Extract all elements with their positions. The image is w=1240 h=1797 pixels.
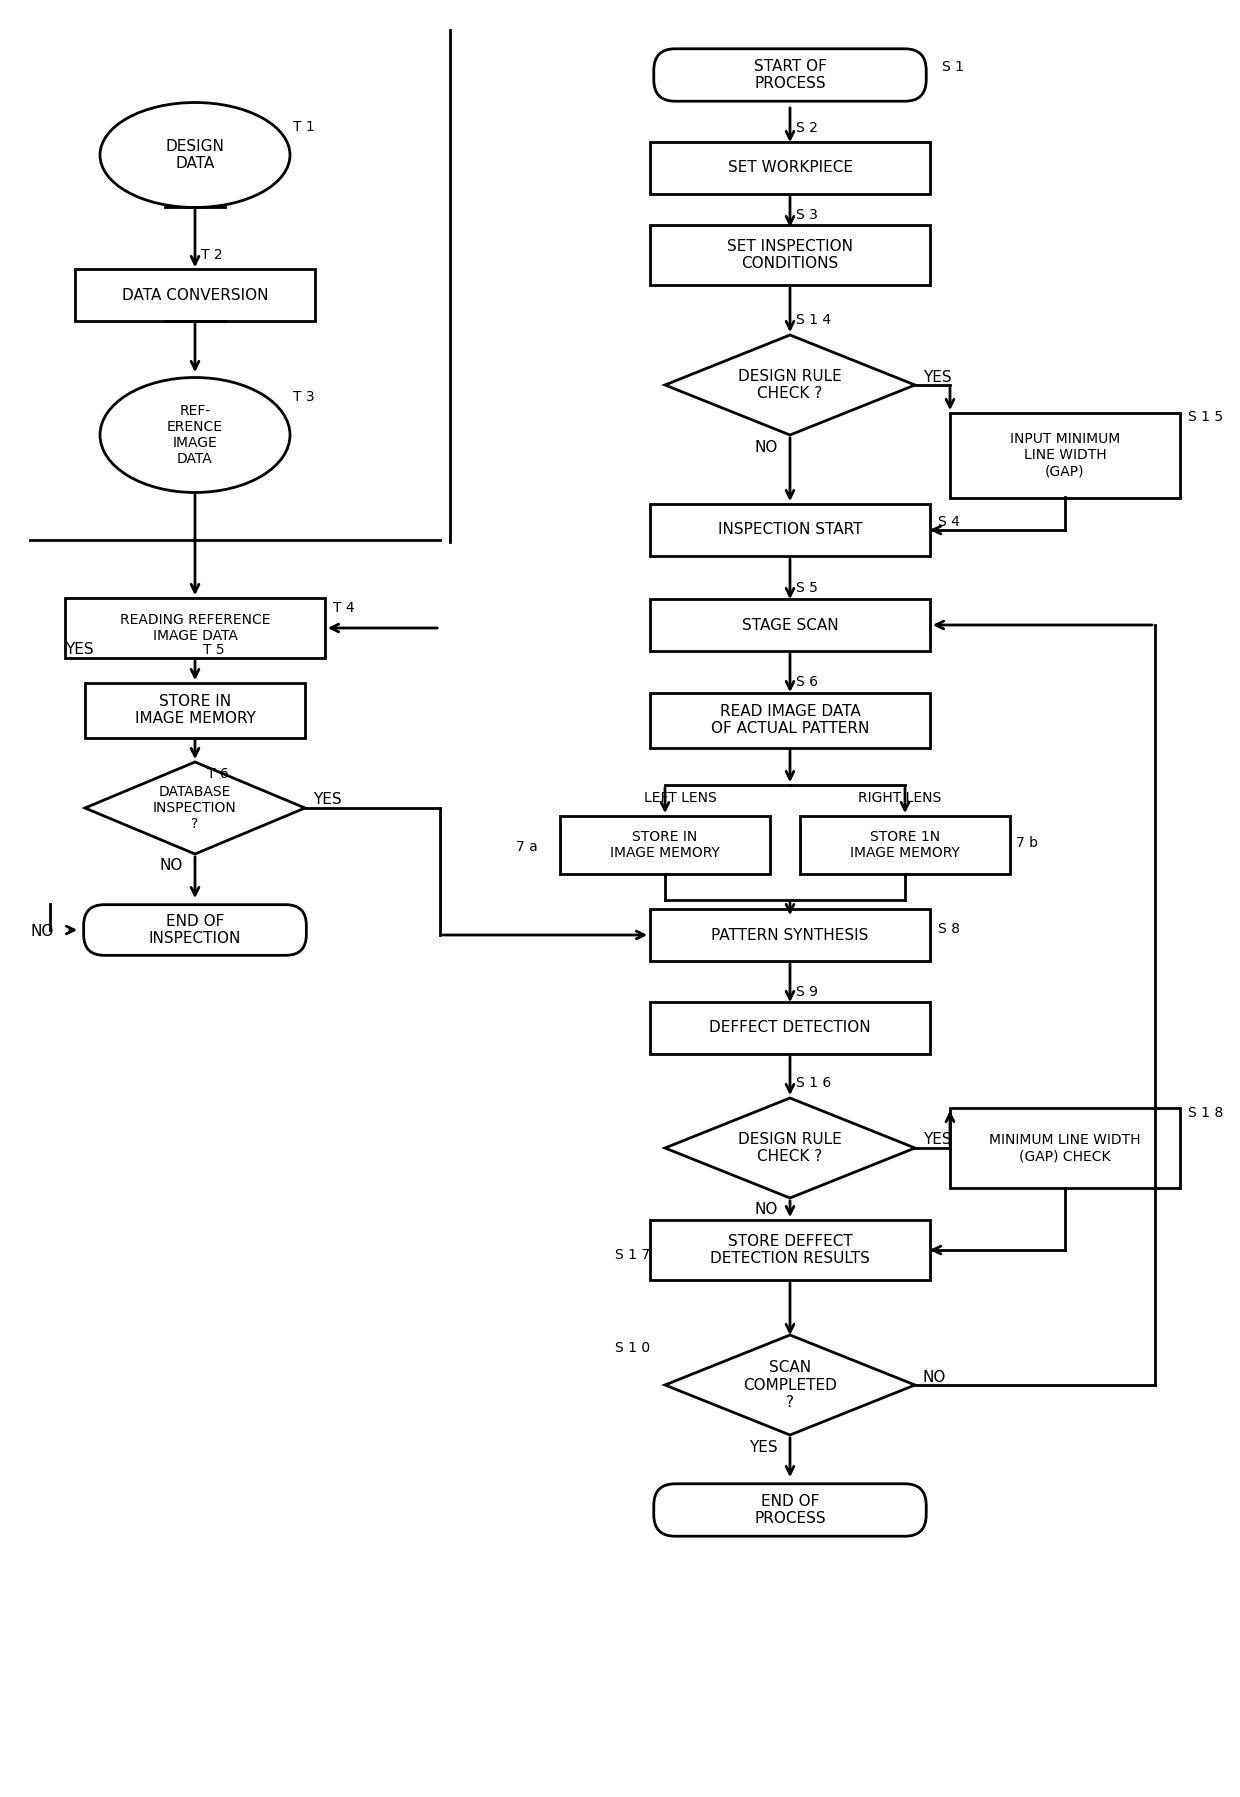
Text: S 1 0: S 1 0 bbox=[615, 1341, 650, 1355]
Text: S 4: S 4 bbox=[937, 516, 960, 528]
Text: DESIGN
DATA: DESIGN DATA bbox=[166, 138, 224, 171]
Text: REF-
ERENCE
IMAGE
DATA: REF- ERENCE IMAGE DATA bbox=[167, 404, 223, 465]
Bar bbox=[650, 598, 930, 651]
Text: YES: YES bbox=[749, 1439, 777, 1454]
Text: RIGHT LENS: RIGHT LENS bbox=[858, 791, 941, 805]
Text: YES: YES bbox=[923, 1132, 951, 1148]
Text: S 6: S 6 bbox=[796, 676, 818, 688]
Bar bbox=[64, 598, 325, 658]
Bar bbox=[74, 270, 315, 322]
Text: READ IMAGE DATA
OF ACTUAL PATTERN: READ IMAGE DATA OF ACTUAL PATTERN bbox=[711, 704, 869, 737]
Bar bbox=[650, 909, 930, 961]
Text: SET INSPECTION
CONDITIONS: SET INSPECTION CONDITIONS bbox=[727, 239, 853, 271]
Text: S 1 4: S 1 4 bbox=[796, 313, 831, 327]
Text: STORE DEFFECT
DETECTION RESULTS: STORE DEFFECT DETECTION RESULTS bbox=[711, 1235, 870, 1267]
Text: S 1 6: S 1 6 bbox=[796, 1076, 831, 1091]
Bar bbox=[650, 692, 930, 748]
Text: NO: NO bbox=[755, 1202, 777, 1218]
Text: YES: YES bbox=[923, 370, 951, 385]
Text: NO: NO bbox=[755, 440, 777, 455]
Bar bbox=[650, 1220, 930, 1279]
Text: DESIGN RULE
CHECK ?: DESIGN RULE CHECK ? bbox=[738, 1132, 842, 1164]
Text: STORE 1N
IMAGE MEMORY: STORE 1N IMAGE MEMORY bbox=[851, 830, 960, 861]
Text: S 9: S 9 bbox=[796, 985, 818, 999]
Text: STAGE SCAN: STAGE SCAN bbox=[742, 618, 838, 633]
Text: T 1: T 1 bbox=[293, 120, 315, 135]
Text: T 5: T 5 bbox=[203, 643, 224, 658]
Text: 7 b: 7 b bbox=[1016, 836, 1038, 850]
Text: INPUT MINIMUM
LINE WIDTH
(GAP): INPUT MINIMUM LINE WIDTH (GAP) bbox=[1009, 431, 1120, 478]
Bar bbox=[86, 683, 305, 737]
Text: S 2: S 2 bbox=[796, 120, 818, 135]
Bar bbox=[650, 225, 930, 286]
Bar bbox=[800, 816, 1011, 873]
Text: SET WORKPIECE: SET WORKPIECE bbox=[728, 160, 853, 176]
Text: T 6: T 6 bbox=[207, 767, 228, 782]
Text: END OF
PROCESS: END OF PROCESS bbox=[754, 1493, 826, 1526]
Text: STORE IN
IMAGE MEMORY: STORE IN IMAGE MEMORY bbox=[135, 694, 255, 726]
Text: NO: NO bbox=[923, 1369, 946, 1384]
Text: END OF
INSPECTION: END OF INSPECTION bbox=[149, 915, 242, 947]
Bar bbox=[650, 142, 930, 194]
Text: INSPECTION START: INSPECTION START bbox=[718, 523, 862, 537]
Text: MINIMUM LINE WIDTH
(GAP) CHECK: MINIMUM LINE WIDTH (GAP) CHECK bbox=[990, 1132, 1141, 1163]
Text: S 8: S 8 bbox=[937, 922, 960, 936]
Text: YES: YES bbox=[312, 792, 342, 807]
Text: DATABASE
INSPECTION
?: DATABASE INSPECTION ? bbox=[153, 785, 237, 832]
Bar bbox=[950, 1109, 1180, 1188]
Text: PATTERN SYNTHESIS: PATTERN SYNTHESIS bbox=[712, 927, 869, 942]
Text: S 1 7: S 1 7 bbox=[615, 1247, 650, 1261]
Text: DESIGN RULE
CHECK ?: DESIGN RULE CHECK ? bbox=[738, 368, 842, 401]
Bar bbox=[950, 413, 1180, 498]
Bar bbox=[560, 816, 770, 873]
Text: 7 a: 7 a bbox=[516, 839, 538, 854]
Text: DATA CONVERSION: DATA CONVERSION bbox=[122, 288, 268, 302]
Text: S 1: S 1 bbox=[942, 59, 963, 74]
Text: NO: NO bbox=[30, 924, 53, 940]
Text: START OF
PROCESS: START OF PROCESS bbox=[754, 59, 826, 92]
Text: SCAN
COMPLETED
?: SCAN COMPLETED ? bbox=[743, 1360, 837, 1411]
Text: DEFFECT DETECTION: DEFFECT DETECTION bbox=[709, 1021, 870, 1035]
Text: S 5: S 5 bbox=[796, 580, 818, 595]
Text: T 3: T 3 bbox=[293, 390, 315, 404]
Text: S 1 5: S 1 5 bbox=[1188, 410, 1223, 424]
Text: S 1 8: S 1 8 bbox=[1188, 1105, 1223, 1120]
Text: READING REFERENCE
IMAGE DATA: READING REFERENCE IMAGE DATA bbox=[120, 613, 270, 643]
Text: YES: YES bbox=[64, 643, 94, 658]
Text: T 2: T 2 bbox=[201, 248, 223, 262]
Text: LEFT LENS: LEFT LENS bbox=[644, 791, 717, 805]
Bar bbox=[650, 1003, 930, 1055]
Text: STORE IN
IMAGE MEMORY: STORE IN IMAGE MEMORY bbox=[610, 830, 720, 861]
Text: NO: NO bbox=[160, 859, 184, 873]
Text: T 4: T 4 bbox=[334, 600, 355, 615]
Text: S 3: S 3 bbox=[796, 208, 818, 223]
Bar bbox=[650, 503, 930, 555]
